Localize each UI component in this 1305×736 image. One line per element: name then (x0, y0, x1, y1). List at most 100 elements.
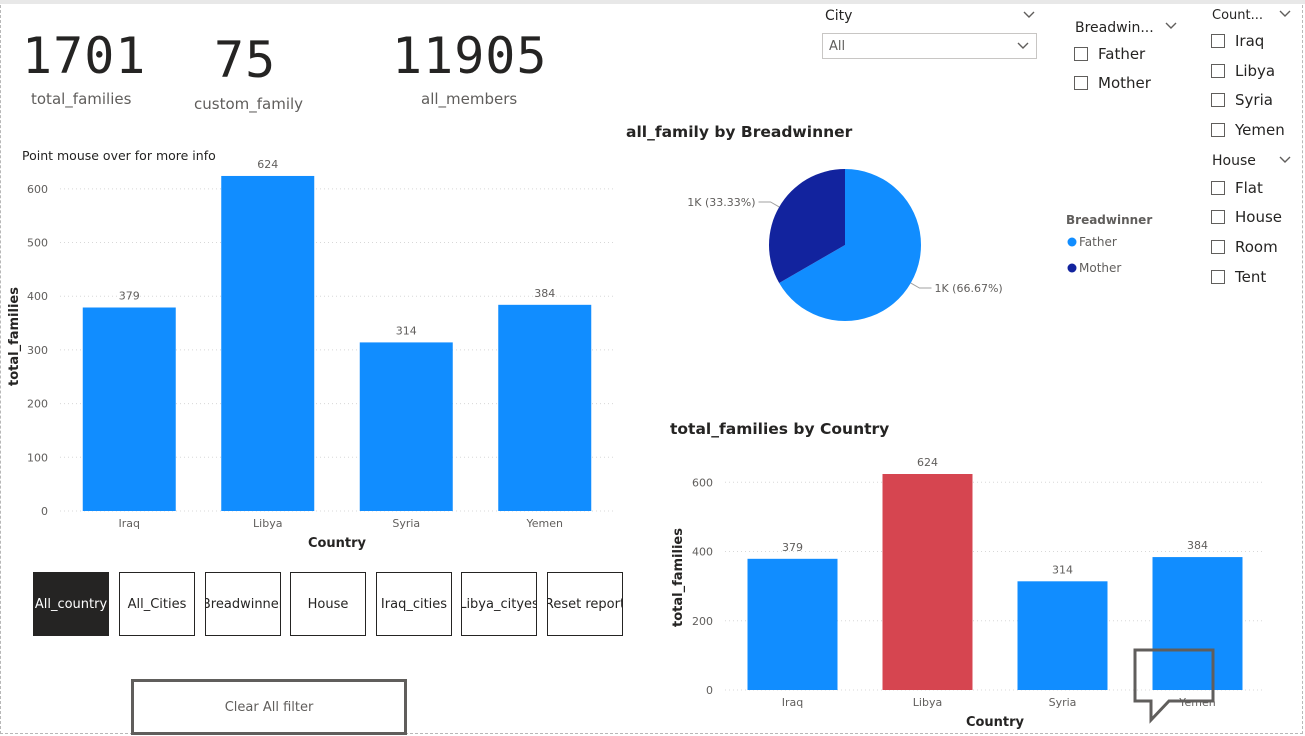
pie-chart-breadwinner[interactable]: 1K (66.67%) 1K (33.33%) Breadwinner Father M… (640, 150, 1180, 340)
city-slicer-title: City (825, 8, 853, 24)
country-option-libya[interactable]: Libya (1211, 62, 1275, 80)
chevron-down-icon[interactable] (1022, 8, 1036, 22)
x-tick-label: Iraq (782, 696, 804, 709)
checkbox[interactable] (1211, 210, 1225, 224)
x-tick-label: Iraq (119, 517, 141, 530)
checkbox[interactable] (1074, 76, 1088, 90)
reset-report-button[interactable]: Reset report (547, 572, 623, 636)
option-label: Room (1235, 238, 1278, 256)
chevron-down-icon[interactable] (1278, 153, 1292, 167)
y-tick-label: 600 (692, 476, 713, 489)
bar-syria (1017, 581, 1108, 690)
house-option-flat[interactable]: Flat (1211, 179, 1263, 197)
y-tick-label: 400 (692, 546, 713, 559)
bar-chart-total-families[interactable]: 0 100 200 300 400 500 600 379 Iraq 624 Libya 314 Syr… (0, 150, 620, 560)
pie-slice-mother (769, 169, 845, 283)
x-axis-title: Country (308, 536, 367, 551)
breadwinner-option-father[interactable]: Father (1074, 45, 1145, 63)
libya-cities-button[interactable]: Libya_cityes (461, 572, 537, 636)
x-tick-label: Syria (392, 517, 420, 530)
house-option-tent[interactable]: Tent (1211, 268, 1266, 286)
all-country-button[interactable]: All_country (33, 572, 109, 636)
legend-item-mother: Mother (1079, 261, 1121, 275)
option-label: Libya (1235, 62, 1276, 80)
breadwinner-option-mother[interactable]: Mother (1074, 74, 1151, 92)
x-axis-title: Country (966, 715, 1025, 730)
all-cities-button[interactable]: All_Cities (119, 572, 195, 636)
data-label: 624 (257, 158, 278, 171)
checkbox[interactable] (1211, 123, 1225, 137)
kpi-custom-family-label: custom_family (194, 95, 304, 113)
y-tick-label: 400 (27, 290, 48, 303)
data-label: 379 (782, 541, 803, 554)
option-label: Flat (1235, 179, 1263, 197)
pie-data-label: 1K (66.67%) (934, 282, 1002, 295)
bar-iraq (747, 558, 838, 690)
data-label: 384 (1187, 539, 1208, 552)
bar-syria (359, 342, 453, 511)
house-option-room[interactable]: Room (1211, 238, 1278, 256)
city-dropdown-value: All (829, 38, 846, 54)
option-label: Iraq (1235, 32, 1265, 50)
country-option-yemen[interactable]: Yemen (1211, 121, 1285, 139)
data-label: 314 (396, 324, 417, 337)
iraq-cities-button[interactable]: Iraq_cities (376, 572, 452, 636)
kpi-all-members-label: all_members (421, 90, 518, 108)
comment-icon[interactable] (1133, 648, 1217, 724)
leader-line (910, 282, 932, 289)
pie-data-label: 1K (33.33%) (687, 196, 755, 209)
y-tick-label: 100 (27, 451, 48, 464)
y-tick-label: 0 (706, 684, 713, 697)
x-tick-label: Yemen (526, 517, 564, 530)
country-option-syria[interactable]: Syria (1211, 91, 1273, 109)
house-option-house[interactable]: House (1211, 208, 1282, 226)
kpi-custom-family-value: 75 (214, 31, 277, 89)
chevron-down-icon (1017, 42, 1029, 49)
y-tick-label: 200 (692, 615, 713, 628)
option-label: House (1235, 208, 1283, 226)
country-option-iraq[interactable]: Iraq (1211, 32, 1264, 50)
legend-marker (1067, 263, 1077, 273)
bar-yemen (498, 304, 592, 511)
checkbox[interactable] (1211, 181, 1225, 195)
bar-libya (221, 175, 315, 511)
checkbox[interactable] (1211, 34, 1225, 48)
legend-marker (1067, 237, 1077, 247)
bar-chart-total-families-by-country[interactable]: 0200400600379Iraq624Libya314Syria384Yeme… (660, 445, 1280, 735)
option-label: Father (1098, 45, 1146, 63)
option-label: Syria (1235, 91, 1273, 109)
checkbox[interactable] (1211, 93, 1225, 107)
bar-chart-2-title: total_families by Country (670, 420, 890, 438)
bar-yemen (1152, 557, 1243, 690)
city-dropdown[interactable]: All (822, 33, 1037, 59)
y-tick-label: 300 (27, 344, 48, 357)
house-slicer-title: House (1212, 153, 1256, 169)
y-axis-title: total_families (671, 528, 686, 627)
leader-line (758, 201, 780, 208)
kpi-total-families-label: total_families (31, 90, 132, 108)
checkbox[interactable] (1074, 47, 1088, 61)
top-border (0, 0, 1305, 4)
x-tick-label: Libya (913, 696, 942, 709)
checkbox[interactable] (1211, 270, 1225, 284)
data-label: 379 (119, 290, 140, 303)
bar-libya (882, 474, 973, 690)
hover-hint: Point mouse over for more info (22, 148, 216, 163)
y-tick-label: 500 (27, 237, 48, 250)
checkbox[interactable] (1211, 64, 1225, 78)
checkbox[interactable] (1211, 240, 1225, 254)
house-button[interactable]: House (290, 572, 366, 636)
y-tick-label: 200 (27, 398, 48, 411)
data-label: 624 (917, 456, 938, 469)
legend-title: Breadwinner (1066, 213, 1152, 227)
clear-all-filter-button[interactable]: Clear All filter (131, 679, 407, 735)
pie-chart-title: all_family by Breadwinner (626, 123, 853, 141)
data-label: 384 (534, 287, 555, 300)
chevron-down-icon[interactable] (1164, 19, 1178, 33)
chevron-down-icon[interactable] (1278, 7, 1292, 21)
breadwinner-button[interactable]: Breadwinner (205, 572, 281, 636)
x-tick-label: Syria (1049, 696, 1077, 709)
y-tick-label: 0 (41, 505, 48, 518)
option-label: Mother (1098, 74, 1151, 92)
breadwinner-slicer-title: Breadwin... (1075, 20, 1154, 36)
